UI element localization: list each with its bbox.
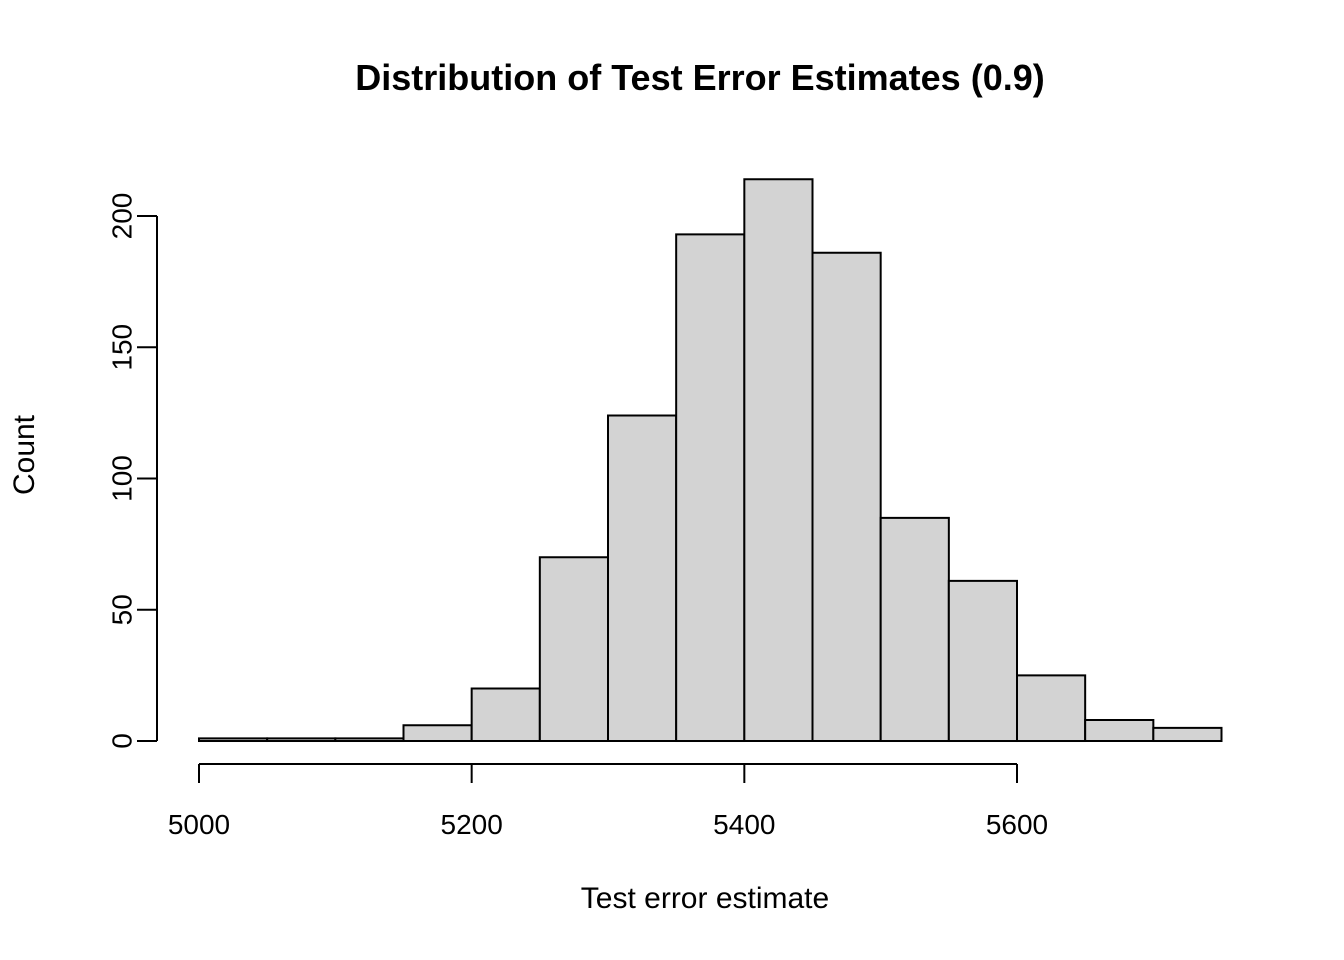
histogram-bar: [266, 737, 337, 743]
y-tick-label: 150: [107, 324, 138, 371]
x-axis-label: Test error estimate: [580, 882, 830, 915]
histogram-bar: [1084, 719, 1155, 742]
histogram-bar: [675, 233, 746, 743]
histogram-bar: [470, 687, 541, 742]
y-axis-label: Count: [8, 414, 41, 496]
histogram-bar: [811, 251, 882, 742]
histogram-bar: [538, 556, 610, 742]
histogram-bar: [743, 178, 814, 742]
y-tick-label: 100: [107, 455, 138, 502]
histogram-bar: [1016, 674, 1087, 743]
histogram-bar: [607, 414, 678, 742]
histogram-bar: [198, 737, 269, 743]
histogram-bar: [334, 737, 405, 743]
histogram-bar: [947, 579, 1019, 743]
histogram-bar: [1152, 726, 1223, 743]
y-tick-label: 50: [107, 594, 138, 625]
histogram-bar: [879, 516, 950, 743]
x-tick-label: 5400: [713, 809, 775, 840]
histogram-bar: [402, 724, 473, 742]
x-tick-label: 5600: [986, 809, 1048, 840]
y-tick-label: 200: [107, 193, 138, 240]
x-tick-label: 5000: [168, 809, 230, 840]
y-tick-label: 0: [107, 733, 138, 749]
chart-title: Distribution of Test Error Estimates (0.…: [355, 57, 1045, 98]
x-tick-label: 5200: [441, 809, 503, 840]
